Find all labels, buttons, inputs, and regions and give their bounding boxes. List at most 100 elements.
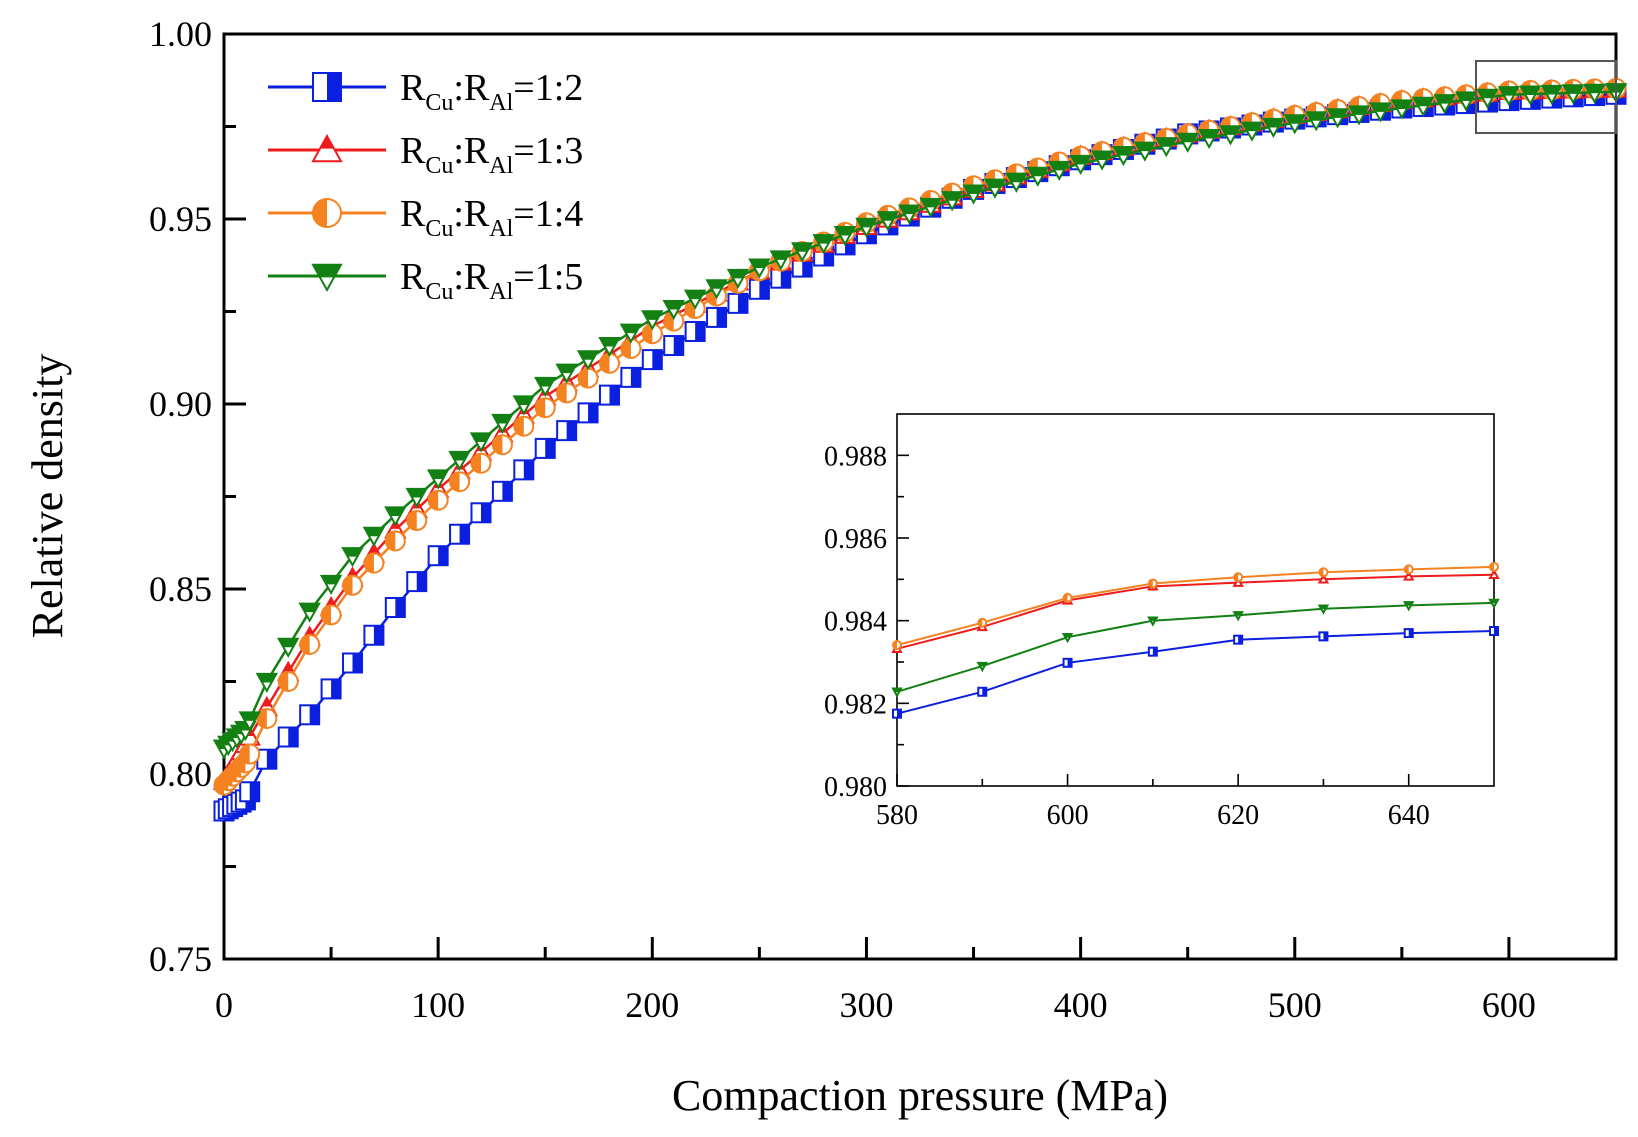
- marker-circle-half: [449, 471, 471, 493]
- marker-triangle-down-half: [1133, 141, 1157, 162]
- series-1-5: [212, 83, 1628, 760]
- inset-x-tick-label: 620: [1217, 800, 1259, 831]
- marker-triangle-down-half: [876, 211, 900, 232]
- marker-triangle-down-half: [1304, 111, 1328, 132]
- marker-triangle-down-half: [405, 487, 428, 509]
- legend-label-part: :R: [453, 130, 490, 172]
- inset-y-tick-label: 0.984: [824, 607, 887, 638]
- marker-triangle-down-half: [726, 268, 750, 290]
- marker-triangle-down-half: [1317, 604, 1330, 615]
- inset-x-tick-label: 580: [876, 800, 918, 831]
- legend-label-part: =1:4: [513, 193, 583, 235]
- marker-square-half: [706, 306, 728, 328]
- marker-triangle-down-half: [598, 336, 621, 358]
- inset-series-layer: [891, 561, 1500, 719]
- x-tick-label: 400: [1054, 985, 1108, 1025]
- marker-circle-half: [1233, 572, 1244, 583]
- marker-triangle-down-half: [319, 574, 343, 596]
- marker-triangle-down-half: [769, 250, 792, 271]
- marker-circle-half: [1318, 567, 1329, 578]
- marker-triangle-down-half: [238, 711, 261, 732]
- marker-triangle-down-half: [384, 506, 407, 527]
- y-tick-label: 0.95: [149, 199, 212, 239]
- marker-triangle-down-half: [1005, 172, 1028, 193]
- marker-square-half: [312, 72, 342, 102]
- marker-triangle-down-half: [976, 661, 988, 673]
- x-axis-title: Compaction pressure (MPa): [672, 1071, 1168, 1120]
- legend-label-part: R: [400, 67, 426, 109]
- marker-square-half: [1489, 626, 1499, 636]
- marker-triangle-up-half: [1488, 568, 1500, 579]
- y-tick-label: 0.75: [149, 939, 212, 979]
- marker-square-half: [727, 292, 749, 314]
- marker-triangle-down-half: [1583, 83, 1606, 104]
- inset-plot: 580 600 620 640 0.980 0.982 0.984 0.986 0.988: [824, 413, 1500, 831]
- marker-triangle-down-half: [1412, 96, 1435, 117]
- inset-series-1-4: [892, 561, 1499, 651]
- marker-square-half: [363, 624, 385, 646]
- inset-axis-ticks: 580 600 620 640 0.980 0.982 0.984 0.986 0.988: [824, 441, 1430, 831]
- marker-triangle-down-half: [812, 234, 835, 255]
- inset-series-line: [896, 573, 1495, 650]
- marker-circle-half: [513, 415, 535, 437]
- inset-series-line: [896, 565, 1495, 647]
- marker-triangle-down-half: [1061, 633, 1074, 644]
- marker-triangle-up-half: [311, 133, 343, 163]
- legend-item-1-4: RCu:RAl=1:4: [268, 193, 583, 242]
- marker-triangle-down-half: [469, 432, 493, 453]
- marker-triangle-down-half: [1369, 102, 1392, 123]
- legend-item-1-5: RCu:RAl=1:5: [268, 256, 583, 305]
- marker-triangle-down-half: [683, 289, 707, 310]
- marker-square-half: [663, 335, 685, 357]
- marker-triangle-down-half: [1197, 129, 1221, 150]
- marker-square-half: [641, 349, 663, 371]
- marker-square-half: [892, 708, 902, 719]
- marker-triangle-down-half: [1069, 154, 1092, 176]
- marker-triangle-down-half: [705, 279, 728, 300]
- legend-label-subscript: Al: [489, 216, 513, 242]
- zoom-region-box: [1475, 60, 1617, 134]
- y-tick-label: 1.00: [149, 14, 212, 54]
- marker-square-half: [684, 320, 706, 342]
- marker-triangle-down-half: [1497, 86, 1521, 107]
- marker-triangle-down-half: [1488, 598, 1500, 609]
- marker-triangle-down-half: [1147, 616, 1159, 627]
- marker-triangle-down-half: [1540, 84, 1563, 106]
- marker-circle-half: [577, 367, 599, 389]
- marker-square-half: [534, 437, 556, 459]
- legend-item-1-2: RCu:RAl=1:2: [268, 67, 583, 116]
- legend-label-part: :R: [453, 193, 490, 235]
- x-tick-label: 500: [1268, 985, 1322, 1025]
- marker-triangle-down-half: [277, 637, 300, 658]
- inset-x-tick-label: 640: [1388, 800, 1430, 831]
- inset-x-tick-label: 600: [1047, 800, 1089, 831]
- legend-label-part: :R: [453, 256, 490, 298]
- marker-triangle-down-half: [1454, 91, 1478, 112]
- marker-circle-half: [427, 489, 449, 511]
- marker-triangle-down-half: [1390, 99, 1414, 120]
- marker-circle-half: [977, 617, 988, 628]
- marker-square-half: [1233, 634, 1244, 645]
- marker-circle-half: [892, 640, 902, 651]
- x-tick-label: 100: [411, 985, 465, 1025]
- marker-triangle-down-half: [1232, 611, 1244, 622]
- y-axis-title: Relative density: [23, 354, 72, 639]
- legend-label-subscript: Cu: [425, 279, 453, 305]
- inset-frame: [896, 413, 1495, 787]
- marker-square-half: [406, 571, 428, 593]
- marker-triangle-down-half: [1403, 601, 1415, 612]
- legend-label-part: =1:3: [513, 130, 583, 172]
- marker-square-half: [277, 726, 299, 748]
- marker-triangle-down-half: [1155, 137, 1178, 158]
- marker-triangle-down-half: [1433, 94, 1456, 115]
- marker-circle-half: [406, 510, 428, 532]
- marker-circle-half: [299, 634, 321, 655]
- legend-label-part: R: [400, 256, 426, 298]
- marker-square-half: [1403, 628, 1414, 639]
- marker-square-half: [427, 545, 449, 567]
- marker-triangle-down-half: [940, 191, 964, 212]
- marker-circle-half: [1147, 578, 1158, 589]
- legend-label-part: =1:2: [513, 67, 583, 109]
- marker-triangle-down-half: [1112, 146, 1135, 167]
- marker-triangle-down-half: [555, 363, 578, 384]
